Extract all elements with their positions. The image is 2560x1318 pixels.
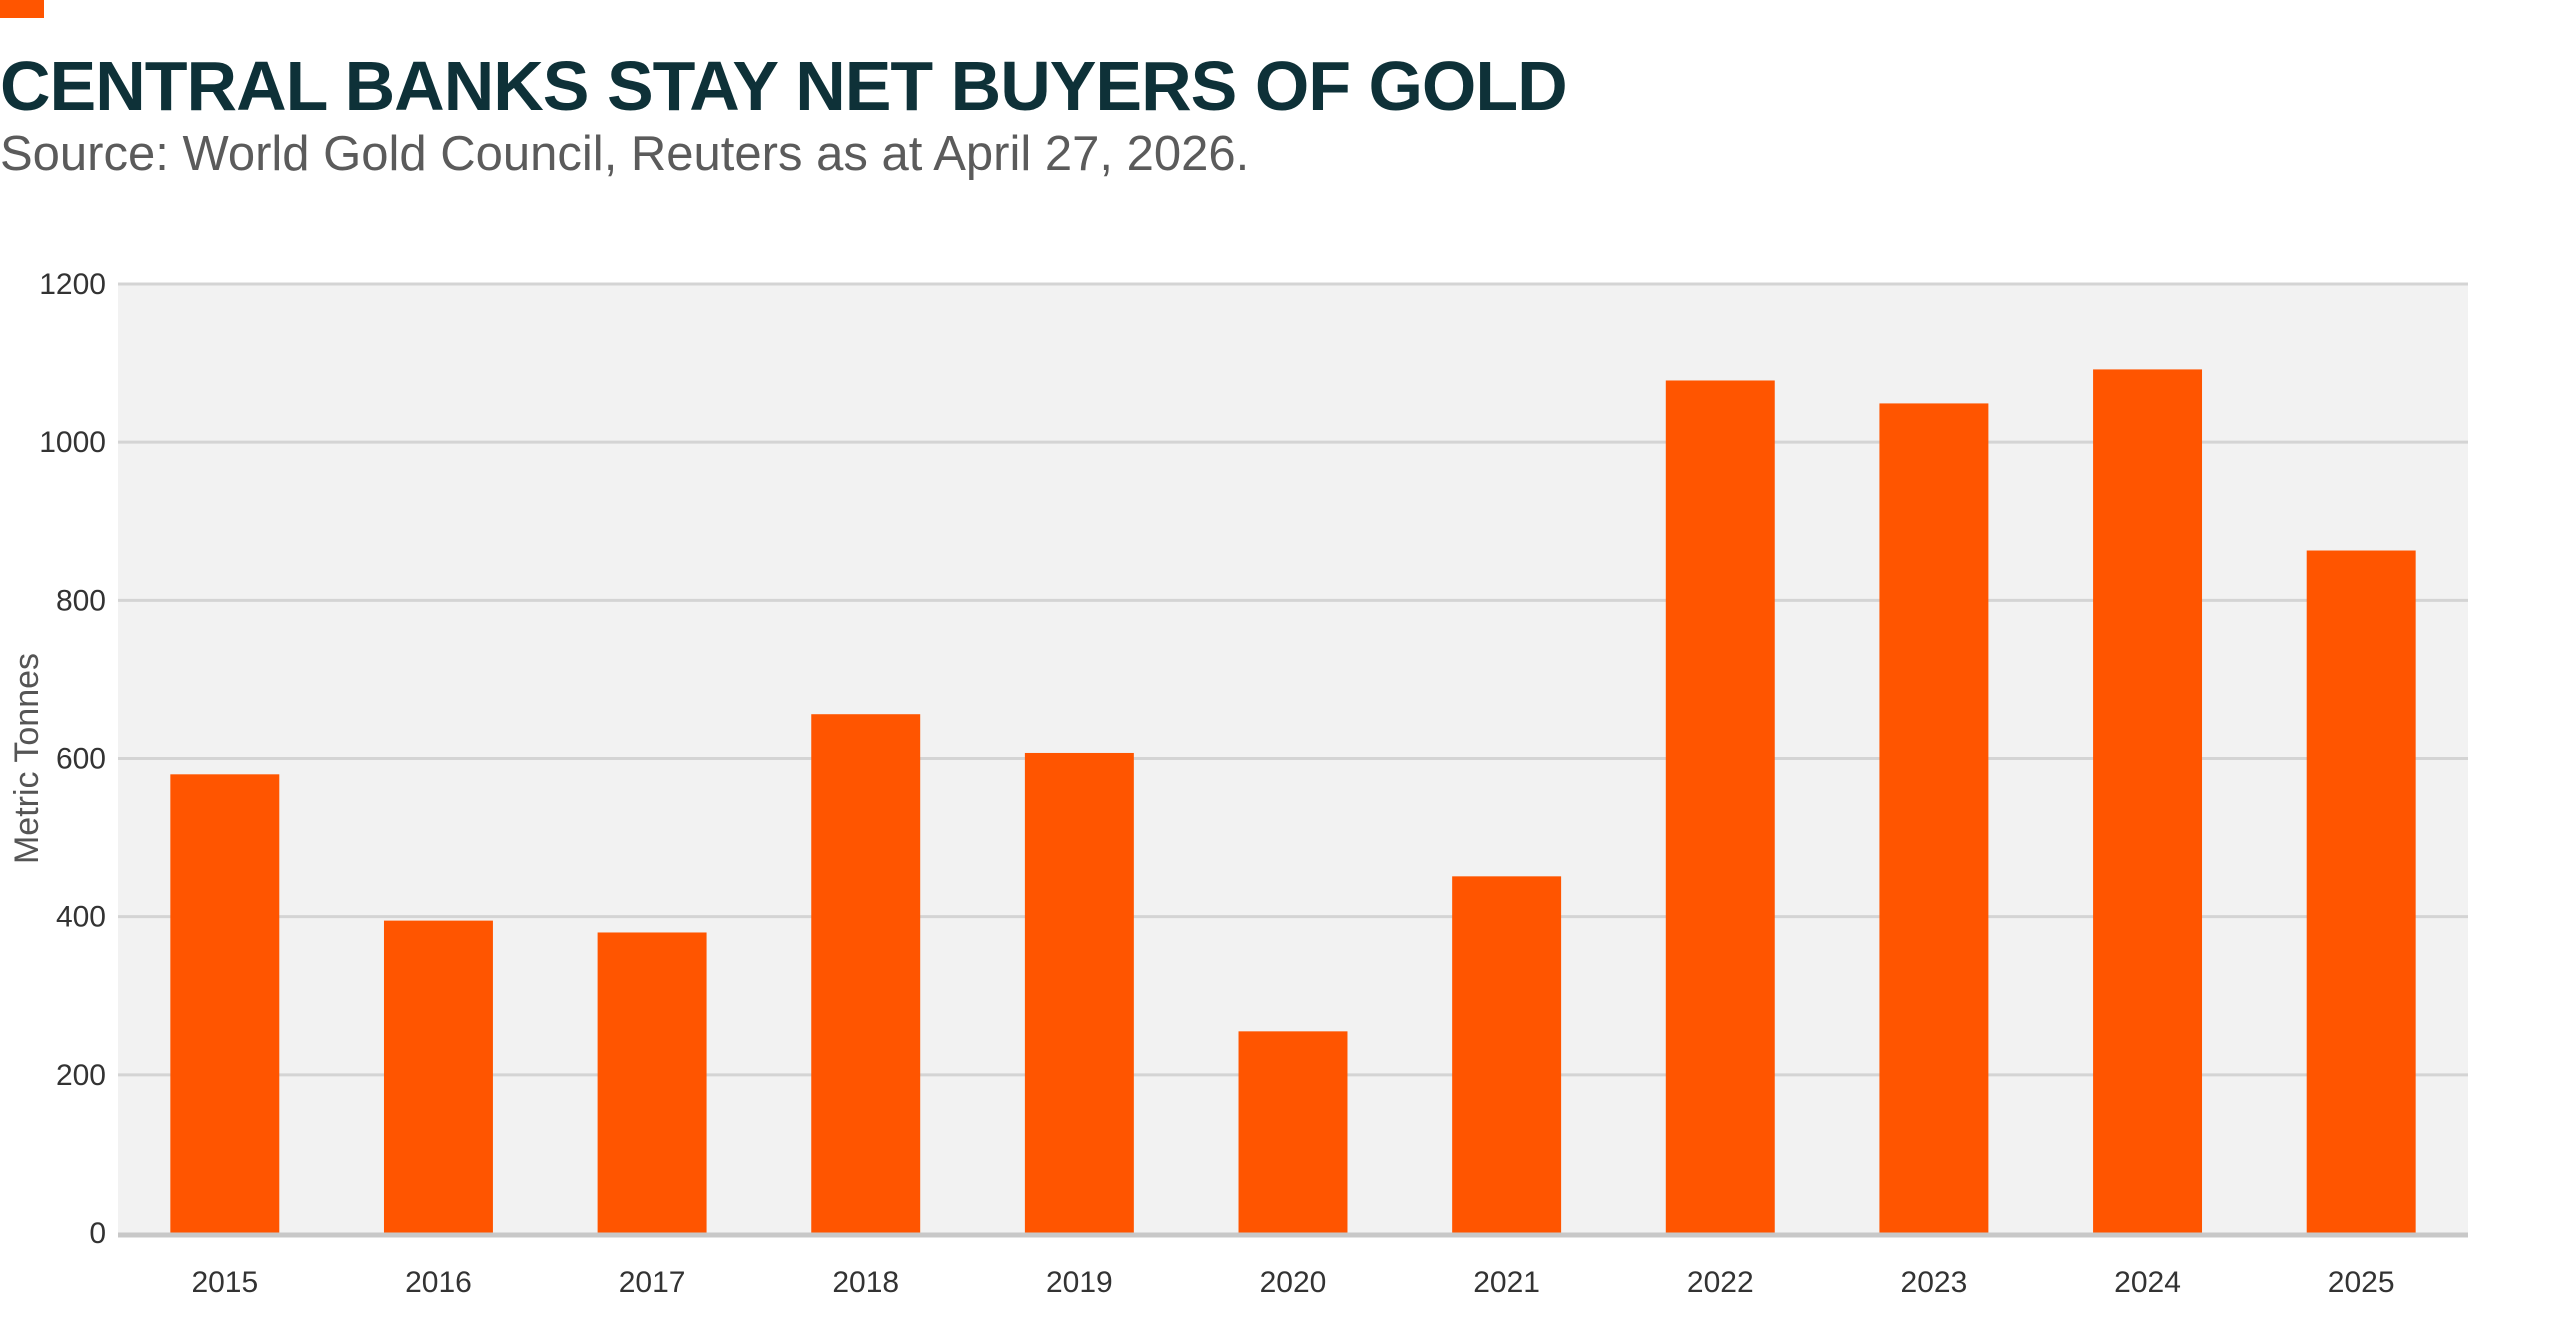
bar-2022 bbox=[1665, 380, 1775, 1233]
bar-2025 bbox=[2306, 550, 2416, 1233]
x-axis-ticks: 2015 2016 2017 2018 2019 2020 2021 2022 2023 2024… bbox=[191, 1266, 2394, 1299]
x-tick-label: 2025 bbox=[2328, 1266, 2395, 1299]
x-tick-label: 2016 bbox=[405, 1266, 472, 1299]
bar-2015 bbox=[170, 774, 280, 1233]
y-tick-label: 200 bbox=[56, 1059, 106, 1092]
y-tick-label: 600 bbox=[56, 743, 106, 776]
accent-mark bbox=[0, 0, 44, 18]
x-tick-label: 2018 bbox=[832, 1266, 899, 1299]
x-tick-label: 2020 bbox=[1260, 1266, 1327, 1299]
bar-2020 bbox=[1238, 1031, 1348, 1233]
y-axis-ticks: 0 200 400 600 800 1000 1200 bbox=[39, 268, 106, 1250]
y-tick-label: 1000 bbox=[39, 426, 106, 459]
x-tick-label: 2019 bbox=[1046, 1266, 1113, 1299]
x-tick-label: 2017 bbox=[619, 1266, 686, 1299]
x-tick-label: 2024 bbox=[2114, 1266, 2181, 1299]
y-tick-label: 400 bbox=[56, 901, 106, 934]
x-tick-label: 2023 bbox=[1901, 1266, 1968, 1299]
chart-subtitle: Source: World Gold Council, Reuters as a… bbox=[0, 127, 1250, 181]
x-tick-label: 2015 bbox=[191, 1266, 258, 1299]
bar-2023 bbox=[1879, 403, 1989, 1233]
bar-2019 bbox=[1024, 752, 1134, 1233]
bar-series bbox=[170, 369, 2416, 1233]
bar-2016 bbox=[383, 920, 493, 1233]
y-tick-label: 1200 bbox=[39, 268, 106, 301]
bar-2017 bbox=[597, 932, 707, 1233]
bar-2021 bbox=[1452, 876, 1562, 1233]
chart-title: CENTRAL BANKS STAY NET BUYERS OF GOLD bbox=[0, 47, 1568, 125]
x-tick-label: 2021 bbox=[1473, 1266, 1540, 1299]
y-axis-title: Metric Tonnes bbox=[8, 653, 46, 864]
y-tick-label: 800 bbox=[56, 584, 106, 617]
bar-2018 bbox=[811, 714, 921, 1233]
y-tick-label: 0 bbox=[89, 1217, 106, 1250]
x-tick-label: 2022 bbox=[1687, 1266, 1754, 1299]
bar-2024 bbox=[2093, 369, 2203, 1233]
